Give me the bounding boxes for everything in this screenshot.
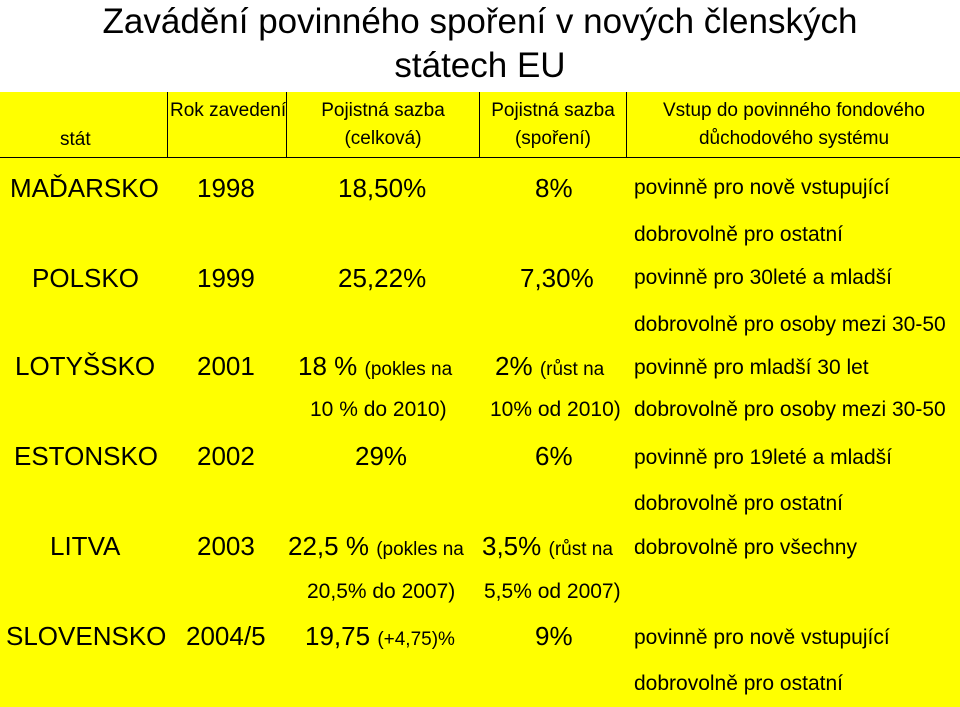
title-line-2: státech EU: [394, 46, 566, 85]
savings-rate-line2: 5,5% od 2007): [484, 580, 621, 603]
header-entry-line2: důchodového systému: [698, 128, 890, 149]
total-rate-main: 18 %: [298, 351, 358, 381]
row-total-rate: 25,22%: [338, 263, 427, 293]
row-total-rate: 19,75 (+4,75)%: [305, 616, 455, 660]
total-rate-line2: 10 % do 2010): [310, 398, 447, 421]
header-entry: Vstup do povinného fondového důchodového…: [628, 97, 960, 153]
savings-rate-main: 3,5%: [482, 531, 542, 561]
row-entry-2: dobrovolně pro ostatní: [634, 672, 843, 695]
row-savings-rate: 9%: [535, 621, 573, 651]
row-total-rate: 22,5 % (pokles na: [288, 526, 464, 570]
header-divider: [626, 92, 627, 157]
savings-rate-line2: 10% od 2010): [490, 398, 621, 421]
savings-rate-main: 2%: [495, 351, 533, 381]
total-rate-note: (pokles na: [364, 359, 453, 380]
header-entry-line1: Vstup do povinného fondového: [663, 100, 925, 121]
row-country: LITVA: [50, 531, 121, 561]
row-year: 2004/5: [186, 621, 266, 651]
row-entry-1: povinně pro nově vstupující: [634, 626, 890, 649]
pension-table: stát Rok zavedení Pojistná sazba (celkov…: [0, 92, 960, 707]
row-entry-2: dobrovolně pro osoby mezi 30-50: [634, 398, 946, 421]
row-year: 2003: [197, 531, 255, 561]
row-entry-1: povinně pro 19leté a mladší: [634, 446, 892, 469]
row-country: LOTYŠSKO: [15, 351, 156, 381]
row-year: 1999: [197, 263, 255, 293]
header-savings-rate: Pojistná sazba (spoření): [482, 97, 624, 153]
row-savings-rate: 6%: [535, 441, 573, 471]
row-entry-2: dobrovolně pro osoby mezi 30-50: [634, 313, 946, 336]
total-rate-note: (+4,75)%: [377, 629, 455, 650]
page-title: Zavádění povinného spoření v nových člen…: [0, 0, 960, 92]
row-total-rate: 29%: [355, 441, 408, 471]
header-year: Rok zavedení: [170, 100, 287, 121]
savings-rate-note: (růst na: [539, 359, 605, 380]
total-rate-main: 19,75: [305, 621, 371, 651]
row-entry-1: povinně pro nově vstupující: [634, 176, 890, 199]
row-year: 2002: [197, 441, 255, 471]
row-total-rate: 18,50%: [338, 173, 427, 203]
header-bottom-line: [0, 157, 960, 158]
header-savings-rate-line1: Pojistná sazba: [491, 100, 615, 121]
header-divider: [479, 92, 480, 157]
total-rate-line2: 20,5% do 2007): [307, 580, 456, 603]
header-divider: [167, 92, 168, 157]
row-entry-2: dobrovolně pro ostatní: [634, 492, 843, 515]
row-year: 1998: [197, 173, 255, 203]
header-total-rate-line2: (celková): [344, 128, 422, 149]
row-country: ESTONSKO: [14, 441, 159, 471]
header-total-rate: Pojistná sazba (celková): [290, 97, 476, 153]
header-divider: [286, 92, 287, 157]
header-savings-rate-line2: (spoření): [514, 128, 592, 149]
total-rate-main: 22,5 %: [288, 531, 369, 561]
title-line-1: Zavádění povinného spoření v nových člen…: [102, 2, 858, 41]
row-country: MAĎARSKO: [10, 173, 159, 203]
row-savings-rate: 7,30%: [520, 263, 594, 293]
row-entry-1: povinně pro mladší 30 let: [634, 356, 869, 379]
row-savings-rate: 3,5% (růst na: [482, 526, 613, 570]
row-entry-2: dobrovolně pro ostatní: [634, 223, 843, 246]
row-country: POLSKO: [32, 263, 139, 293]
row-savings-rate: 2% (růst na: [495, 346, 604, 390]
savings-rate-note: (růst na: [548, 539, 613, 560]
row-savings-rate: 8%: [535, 173, 573, 203]
header-country: stát: [60, 129, 91, 150]
total-rate-note: (pokles na: [376, 539, 464, 560]
row-country: SLOVENSKO: [6, 621, 167, 651]
row-entry-1: povinně pro 30leté a mladší: [634, 266, 892, 289]
row-total-rate: 18 % (pokles na: [298, 346, 452, 390]
row-year: 2001: [197, 351, 255, 381]
header-total-rate-line1: Pojistná sazba: [321, 100, 445, 121]
row-entry-1: dobrovolně pro všechny: [634, 536, 857, 559]
